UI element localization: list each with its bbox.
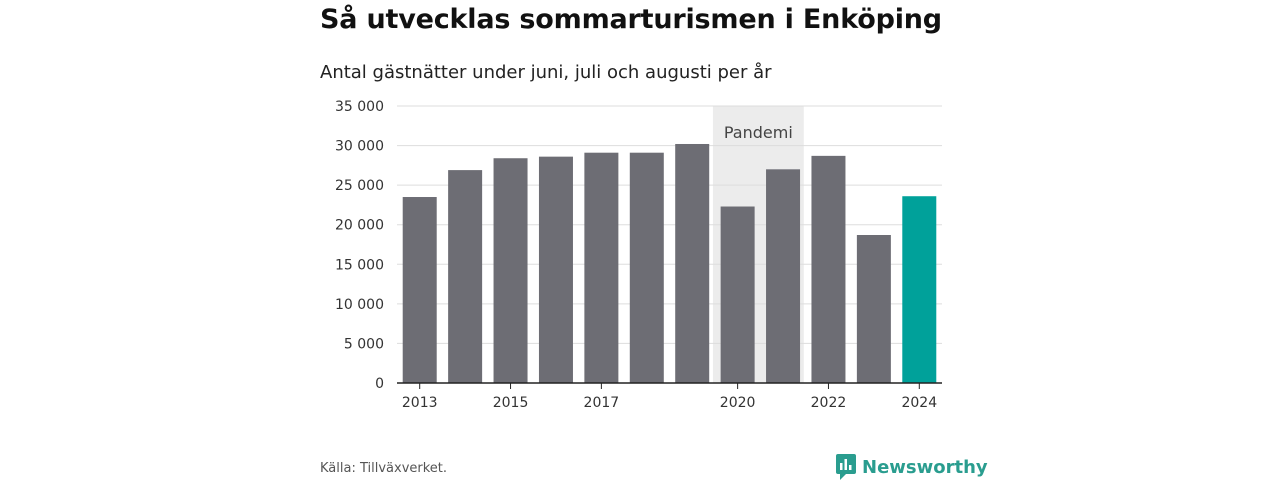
y-tick-label: 5 000 bbox=[344, 336, 384, 352]
y-tick-label: 20 000 bbox=[335, 218, 384, 234]
y-tick-label: 35 000 bbox=[335, 99, 384, 115]
x-tick-label: 2013 bbox=[402, 395, 438, 411]
x-tick-label: 2022 bbox=[811, 395, 847, 411]
y-tick-label: 10 000 bbox=[335, 297, 384, 313]
bar-2018 bbox=[629, 152, 664, 383]
bar-2022 bbox=[811, 155, 846, 383]
bar-2017 bbox=[584, 152, 619, 383]
annotation-band-label: Pandemi bbox=[724, 123, 793, 142]
brand-name: Newsworthy bbox=[862, 456, 988, 478]
bar-2019 bbox=[675, 143, 710, 383]
bar-2021 bbox=[766, 169, 801, 383]
y-tick-label: 25 000 bbox=[335, 178, 384, 194]
bar-2013 bbox=[402, 197, 437, 383]
bar-2020 bbox=[720, 206, 755, 383]
y-tick-label: 30 000 bbox=[335, 139, 384, 155]
bar-2023 bbox=[856, 235, 891, 383]
brand-logo[interactable]: Newsworthy bbox=[836, 454, 988, 480]
bar-2015 bbox=[493, 158, 528, 383]
x-tick-label: 2015 bbox=[493, 395, 529, 411]
bar-2014 bbox=[448, 170, 483, 383]
x-tick-label: 2020 bbox=[720, 395, 756, 411]
x-tick-label: 2024 bbox=[901, 395, 937, 411]
y-tick-label: 15 000 bbox=[335, 257, 384, 273]
x-tick-label: 2017 bbox=[584, 395, 620, 411]
chart-title: Så utvecklas sommarturismen i Enköping bbox=[320, 4, 942, 35]
newsworthy-logo-icon bbox=[836, 454, 856, 480]
bar-2024 bbox=[902, 196, 937, 383]
y-tick-label: 0 bbox=[375, 376, 384, 392]
chart-subtitle: Antal gästnätter under juni, juli och au… bbox=[320, 62, 772, 83]
source-note: Källa: Tillväxverket. bbox=[320, 461, 448, 476]
bar-2016 bbox=[538, 156, 573, 383]
